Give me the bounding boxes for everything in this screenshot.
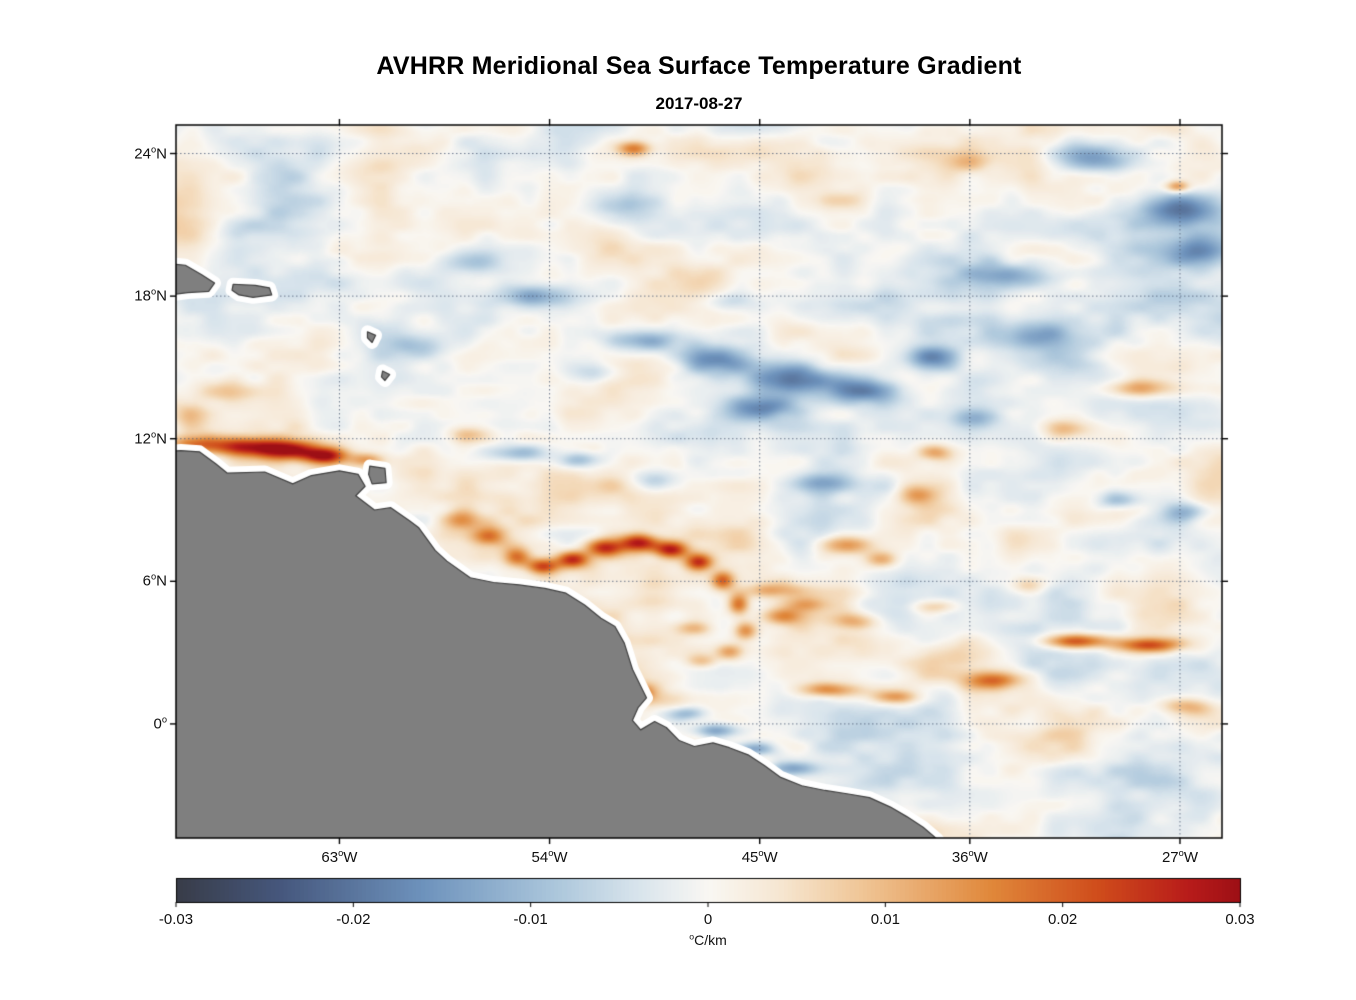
x-axis-tick-label: 54oW bbox=[531, 848, 568, 866]
colorbar-tick-label: -0.02 bbox=[336, 911, 371, 928]
colorbar-tick-label: 0.01 bbox=[870, 911, 900, 928]
colorbar-tick-label: 0 bbox=[703, 911, 713, 928]
colorbar-tick-label: -0.01 bbox=[513, 911, 548, 928]
y-axis-tick-label: 12oN bbox=[134, 429, 167, 448]
x-axis-tick-label: 45oW bbox=[741, 848, 778, 866]
colorbar-unit-label: oC/km bbox=[689, 931, 727, 948]
colorbar-tick-label: 0.03 bbox=[1225, 911, 1255, 928]
colorbar-tick-label: -0.03 bbox=[158, 911, 194, 928]
y-axis-tick-label: 18oN bbox=[134, 286, 167, 305]
colorbar-tick-label: 0.02 bbox=[1048, 911, 1078, 928]
x-axis-tick-label: 36oW bbox=[951, 848, 988, 866]
x-axis-tick-label: 27oW bbox=[1161, 848, 1198, 866]
y-axis-tick-label: 6oN bbox=[142, 571, 167, 590]
y-axis-tick-label: 0o bbox=[153, 714, 167, 733]
x-axis-tick-label: 63oW bbox=[321, 848, 358, 866]
y-axis-tick-label: 24oN bbox=[134, 144, 167, 163]
